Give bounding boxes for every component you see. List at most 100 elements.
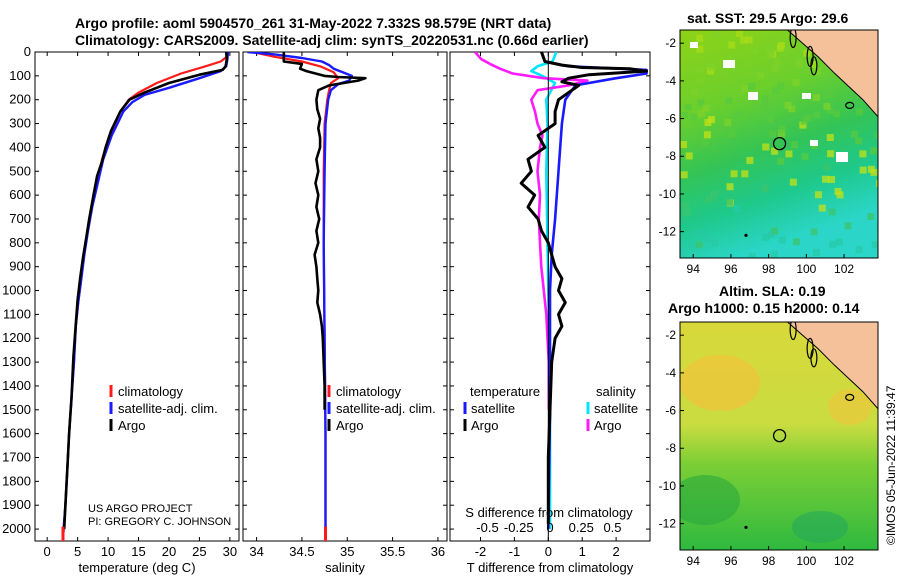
sst-cell bbox=[746, 156, 754, 164]
missing-data bbox=[802, 93, 811, 99]
legend-label: climatology bbox=[336, 384, 402, 399]
sst-cell bbox=[685, 152, 693, 160]
y-tick-label: 100 bbox=[9, 68, 31, 83]
y-tick-label: 0 bbox=[24, 44, 31, 59]
top-x-tick-label: -0.25 bbox=[504, 520, 534, 535]
sst-cell bbox=[684, 103, 692, 111]
pi-label: PI: GREGORY C. JOHNSON bbox=[88, 516, 231, 528]
sst-cell bbox=[740, 36, 748, 44]
sst-cell bbox=[855, 108, 863, 116]
sst-cell bbox=[876, 174, 878, 182]
legend-label: Argo bbox=[594, 418, 621, 433]
sst-cell bbox=[767, 231, 775, 239]
y-tick-label: 1000 bbox=[2, 283, 31, 298]
sla-high-patch bbox=[828, 389, 872, 425]
project-label: US ARGO PROJECT bbox=[88, 503, 193, 515]
sst-cell bbox=[876, 180, 878, 188]
x-tick-label: 35.5 bbox=[380, 544, 405, 559]
map-y-tick-label: -6 bbox=[665, 112, 676, 126]
sst-cell bbox=[726, 183, 734, 191]
sst-cell bbox=[762, 233, 770, 241]
sla-high-patch bbox=[680, 355, 760, 411]
legend-label: Argo bbox=[118, 418, 145, 433]
sst-cell bbox=[859, 150, 867, 158]
sla-low-patch bbox=[792, 511, 848, 543]
top-x-axis-label: S difference from climatology bbox=[465, 505, 633, 520]
sst-cell bbox=[799, 121, 807, 129]
sst-cell bbox=[834, 188, 842, 195]
map-frame bbox=[679, 321, 879, 551]
sst-cell bbox=[777, 82, 785, 90]
copyright-label: ©IMOS 05-Jun-2022 11:39:47 bbox=[884, 385, 898, 545]
map-y-tick-label: -12 bbox=[659, 225, 677, 239]
sst-cell bbox=[733, 204, 741, 212]
sst-cell bbox=[778, 236, 786, 244]
map-sla_map: 94 96 98 100 102 -2 -4 -6 -8 -10 -12 bbox=[659, 321, 879, 568]
map-x-tick-label: 96 bbox=[724, 262, 738, 276]
map-y-tick-label: -2 bbox=[665, 36, 676, 50]
sst-cell bbox=[748, 252, 756, 258]
sst-cell bbox=[708, 116, 715, 124]
land-mass bbox=[786, 322, 878, 410]
map-y-tick-label: -10 bbox=[659, 479, 677, 493]
sst-cell bbox=[703, 131, 711, 139]
x-tick-label: 20 bbox=[162, 544, 176, 559]
sst-cell bbox=[711, 239, 719, 247]
map-y-tick-label: -8 bbox=[665, 149, 676, 163]
missing-data bbox=[810, 140, 818, 146]
x-tick-label: 5 bbox=[74, 544, 81, 559]
x-tick-label: 34.5 bbox=[289, 544, 314, 559]
sst-cell bbox=[772, 87, 780, 95]
land-mass bbox=[786, 30, 878, 118]
sst-cell bbox=[814, 68, 821, 76]
sla-low-patch bbox=[680, 475, 740, 525]
top-x-tick-label: 0 bbox=[546, 520, 553, 535]
sst-cell bbox=[828, 176, 835, 183]
map-y-tick-label: -8 bbox=[665, 441, 676, 455]
sst-cell bbox=[724, 118, 732, 126]
map-x-tick-label: 100 bbox=[796, 554, 816, 568]
top-x-tick-label: 0.5 bbox=[603, 520, 621, 535]
map-x-tick-label: 98 bbox=[762, 554, 776, 568]
sst-cell bbox=[777, 157, 785, 165]
sst-cell bbox=[680, 141, 687, 149]
sst-cell bbox=[683, 209, 691, 217]
series-line-temperature-Argo bbox=[519, 52, 649, 525]
island-outline bbox=[789, 322, 797, 341]
x-tick-label: 34 bbox=[249, 544, 263, 559]
sst-cell bbox=[789, 178, 797, 186]
sst-cell bbox=[697, 110, 705, 118]
float-position-marker bbox=[772, 428, 787, 443]
sst-cell bbox=[761, 101, 769, 109]
map-x-tick-label: 96 bbox=[724, 554, 738, 568]
map-y-tick-label: -2 bbox=[665, 328, 676, 342]
missing-data bbox=[748, 92, 758, 100]
sst-cell bbox=[851, 130, 859, 138]
sst-cell bbox=[875, 131, 878, 139]
sst-cell bbox=[734, 110, 742, 118]
series-line-argo bbox=[62, 52, 229, 530]
series-group bbox=[61, 52, 230, 541]
map-y-tick-label: -4 bbox=[665, 366, 676, 380]
sst-cell bbox=[697, 78, 705, 85]
island-outline bbox=[810, 56, 818, 76]
x-axis-label: salinity bbox=[325, 560, 365, 575]
map-x-tick-label: 102 bbox=[834, 262, 854, 276]
sst-cell bbox=[776, 44, 784, 52]
y-tick-label: 1400 bbox=[2, 378, 31, 393]
sst-cell bbox=[828, 208, 836, 216]
top-x-tick-label: -0.5 bbox=[476, 520, 498, 535]
panel-differences: -2 -1 0 1 2T difference from climatology -0.5… bbox=[449, 51, 651, 575]
map-field bbox=[680, 322, 878, 550]
map-y-tick-label: -6 bbox=[665, 404, 676, 418]
legend-label: Argo bbox=[471, 418, 498, 433]
sst-cell bbox=[795, 60, 803, 68]
legend-label: satellite-adj. clim. bbox=[118, 401, 218, 416]
x-tick-label: -2 bbox=[475, 544, 487, 559]
sst-cell bbox=[791, 141, 798, 149]
main-title-line2: Climatology: CARS2009. Satellite-adj cli… bbox=[75, 32, 589, 48]
sst-cell bbox=[730, 170, 738, 178]
y-tick-label: 1600 bbox=[2, 426, 31, 441]
legend-label: satellite-adj. clim. bbox=[336, 401, 436, 416]
sst-cell bbox=[741, 170, 749, 178]
